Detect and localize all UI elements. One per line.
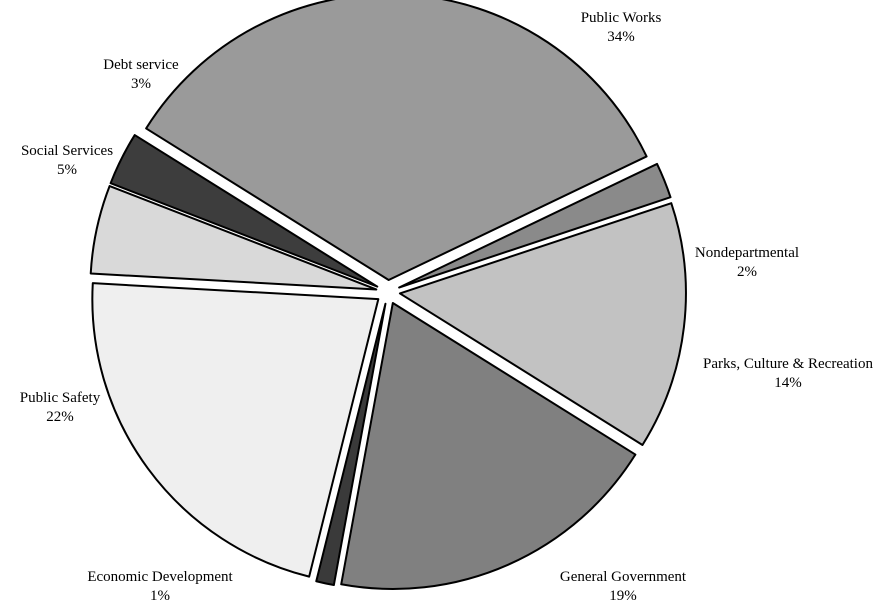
slice-label-general-government: General Government [560,569,687,585]
pie-slice-nondepartmental [398,162,672,289]
pie-slices [89,0,687,590]
slice-value-public-safety: 22% [46,409,74,425]
slice-label-parks-culture-and-recreation: Parks, Culture & Recreation [703,356,873,372]
pie-slice-public-works [145,0,648,282]
slice-value-debt-service: 3% [131,76,151,92]
slice-value-public-works: 34% [607,29,635,45]
slice-value-nondepartmental: 2% [737,264,757,280]
slice-label-debt-service: Debt service [103,57,179,73]
pie-slice-economic-development [315,302,387,587]
pie-slice-general-government [340,301,637,590]
slice-label-public-safety: Public Safety [20,390,101,406]
slice-value-economic-development: 1% [150,588,170,604]
slice-label-economic-development: Economic Development [87,569,233,585]
slice-label-nondepartmental: Nondepartmental [695,245,799,261]
slice-labels: Public Works 34% Nondepartmental 2% Parks, C… [20,10,874,604]
slice-value-parks-culture-and-recreation: 14% [774,375,802,391]
slice-value-social-services: 5% [57,162,77,178]
slice-label-public-works: Public Works [581,10,662,26]
slice-value-general-government: 19% [609,588,637,604]
pie-slice-parks-culture-and-recreation [398,202,687,446]
slice-label-social-services: Social Services [21,143,113,159]
pie-slice-public-safety [91,282,380,578]
pie-slice-social-services [89,185,378,291]
pie-slice-debt-service [109,134,379,288]
